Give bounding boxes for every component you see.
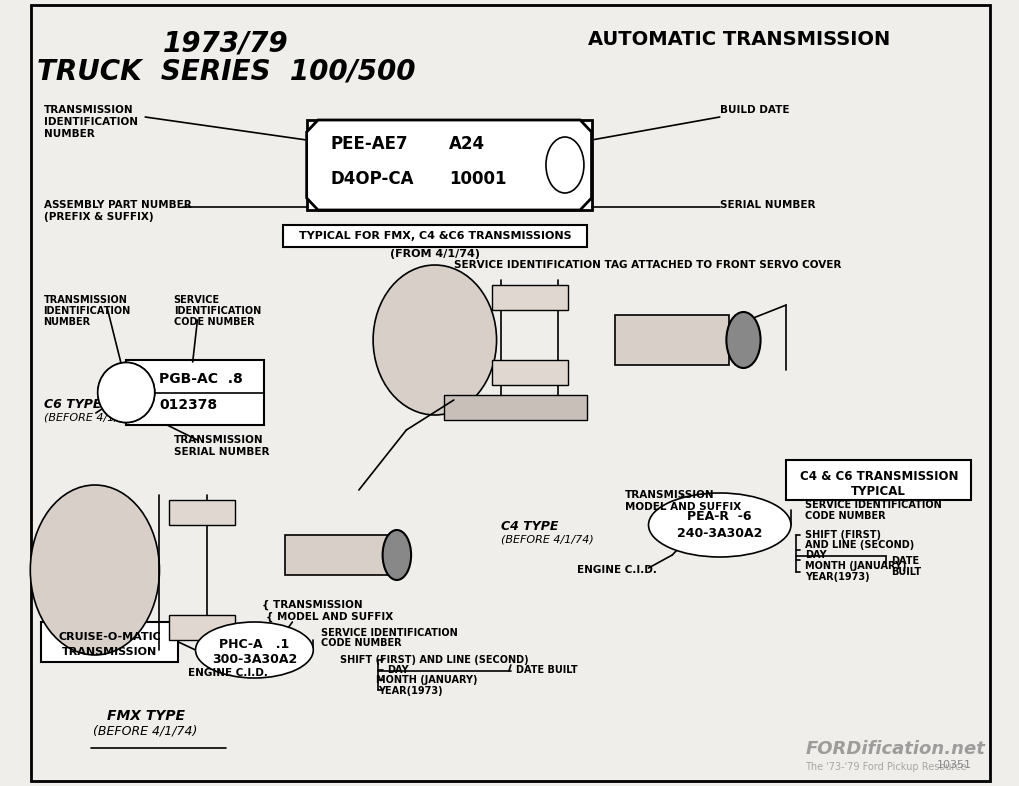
Text: FORDification.net: FORDification.net [804, 740, 984, 758]
Bar [307, 120, 591, 210]
Text: 240-3A30A2: 240-3A30A2 [677, 527, 761, 540]
Text: TRANSMISSION: TRANSMISSION [62, 647, 157, 657]
Text: (BEFORE 4/1/74): (BEFORE 4/1/74) [500, 535, 593, 545]
Text: MONTH (JANUARY): MONTH (JANUARY) [376, 675, 477, 685]
Bar [491, 285, 568, 310]
Text: PEA-R  -6: PEA-R -6 [687, 510, 751, 523]
Bar [444, 395, 586, 420]
Text: FMX TYPE: FMX TYPE [107, 709, 185, 723]
Text: TRANSMISSION: TRANSMISSION [173, 435, 263, 445]
Text: PEE-AE7: PEE-AE7 [330, 135, 408, 153]
Text: IDENTIFICATION: IDENTIFICATION [44, 117, 138, 127]
Text: 300-3A30A2: 300-3A30A2 [212, 653, 297, 666]
Text: 012378: 012378 [159, 398, 217, 412]
Ellipse shape [31, 485, 159, 655]
Ellipse shape [196, 622, 313, 678]
Text: D4OP-CA: D4OP-CA [330, 170, 414, 188]
Ellipse shape [648, 493, 790, 557]
Text: MODEL AND SUFFIX: MODEL AND SUFFIX [625, 502, 740, 512]
Bar [169, 615, 235, 640]
Ellipse shape [98, 362, 155, 423]
Bar [614, 315, 729, 365]
Text: SERIAL NUMBER: SERIAL NUMBER [719, 200, 814, 210]
Text: SERVICE IDENTIFICATION TAG ATTACHED TO FRONT SERVO COVER: SERVICE IDENTIFICATION TAG ATTACHED TO F… [453, 260, 841, 270]
Text: IDENTIFICATION: IDENTIFICATION [44, 306, 130, 316]
Text: SERVICE: SERVICE [173, 295, 220, 305]
Text: A24: A24 [448, 135, 485, 153]
Text: BUILT: BUILT [890, 567, 920, 577]
Text: DAY: DAY [387, 665, 409, 675]
Bar [284, 535, 389, 575]
Text: TRANSMISSION: TRANSMISSION [44, 295, 127, 305]
Text: TRANSMISSION: TRANSMISSION [625, 490, 713, 500]
Ellipse shape [382, 530, 411, 580]
Text: TRUCK  SERIES  100/500: TRUCK SERIES 100/500 [37, 58, 415, 86]
Text: MONTH (JANUARY): MONTH (JANUARY) [804, 561, 906, 571]
Text: YEAR(1973): YEAR(1973) [804, 572, 869, 582]
Text: ASSEMBLY PART NUMBER: ASSEMBLY PART NUMBER [44, 200, 192, 210]
Text: TRANSMISSION: TRANSMISSION [44, 105, 133, 115]
Text: DAY: DAY [804, 550, 826, 560]
Polygon shape [307, 120, 591, 210]
Text: SERIAL NUMBER: SERIAL NUMBER [173, 447, 269, 457]
Text: SERVICE IDENTIFICATION: SERVICE IDENTIFICATION [321, 628, 458, 638]
Text: ENGINE C.I.D.: ENGINE C.I.D. [187, 668, 268, 678]
Text: (BEFORE 4/1/74): (BEFORE 4/1/74) [93, 725, 197, 738]
Text: PGB-AC  .8: PGB-AC .8 [159, 372, 243, 386]
Text: IDENTIFICATION: IDENTIFICATION [173, 306, 261, 316]
Text: TYPICAL: TYPICAL [851, 485, 905, 498]
Text: BUILD DATE: BUILD DATE [719, 105, 789, 115]
Text: AUTOMATIC TRANSMISSION: AUTOMATIC TRANSMISSION [587, 30, 889, 49]
Text: DATE BUILT: DATE BUILT [515, 665, 577, 675]
Text: 10001: 10001 [448, 170, 506, 188]
Text: (FROM 4/1/74): (FROM 4/1/74) [389, 249, 479, 259]
Polygon shape [36, 490, 95, 640]
Text: { MODEL AND SUFFIX: { MODEL AND SUFFIX [266, 612, 392, 623]
Bar [169, 500, 235, 525]
Ellipse shape [98, 362, 155, 423]
Ellipse shape [545, 137, 583, 193]
Text: TYPICAL FOR FMX, C4 &C6 TRANSMISSIONS: TYPICAL FOR FMX, C4 &C6 TRANSMISSIONS [299, 231, 571, 241]
Bar [95, 490, 284, 650]
Text: CRUISE-O-MATIC: CRUISE-O-MATIC [58, 632, 161, 642]
Text: DATE: DATE [890, 556, 918, 566]
Bar [41, 622, 178, 662]
Text: C4 TYPE: C4 TYPE [500, 520, 558, 533]
Bar [434, 275, 614, 405]
Text: (PREFIX & SUFFIX): (PREFIX & SUFFIX) [44, 212, 153, 222]
Text: CODE NUMBER: CODE NUMBER [173, 317, 254, 327]
Text: CODE NUMBER: CODE NUMBER [321, 638, 401, 648]
Text: PHC-A   .1: PHC-A .1 [219, 638, 289, 651]
Ellipse shape [726, 312, 760, 368]
Bar [126, 360, 264, 425]
Text: C6 TYPE: C6 TYPE [44, 398, 101, 411]
Text: { TRANSMISSION: { TRANSMISSION [262, 600, 363, 610]
Text: AND LINE (SECOND): AND LINE (SECOND) [804, 540, 914, 550]
Text: 1973/79: 1973/79 [163, 30, 288, 58]
Text: SHIFT (FIRST) AND LINE (SECOND): SHIFT (FIRST) AND LINE (SECOND) [339, 655, 528, 665]
Text: NUMBER: NUMBER [44, 129, 94, 139]
Text: (BEFORE 4/1/74): (BEFORE 4/1/74) [44, 412, 137, 422]
Text: C4 & C6 TRANSMISSION: C4 & C6 TRANSMISSION [799, 470, 957, 483]
Text: ENGINE C.I.D.: ENGINE C.I.D. [577, 565, 656, 575]
Ellipse shape [373, 265, 496, 415]
Text: CODE NUMBER: CODE NUMBER [804, 511, 884, 521]
Text: NUMBER: NUMBER [44, 317, 91, 327]
Text: SHIFT (FIRST): SHIFT (FIRST) [804, 530, 880, 540]
Text: YEAR(1973): YEAR(1973) [377, 686, 442, 696]
Bar [491, 360, 568, 385]
Bar [786, 460, 970, 500]
Text: The '73-'79 Ford Pickup Resource: The '73-'79 Ford Pickup Resource [804, 762, 966, 772]
Bar [282, 225, 586, 247]
Text: SERVICE IDENTIFICATION: SERVICE IDENTIFICATION [804, 500, 941, 510]
Text: 10351: 10351 [935, 760, 970, 770]
